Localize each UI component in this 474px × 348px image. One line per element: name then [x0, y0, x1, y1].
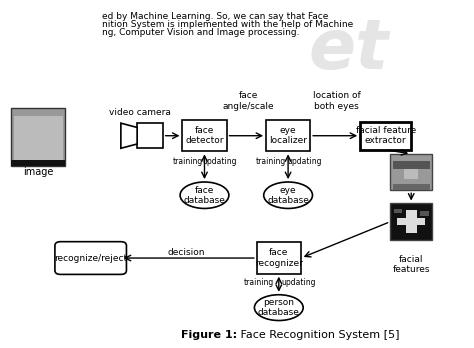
Text: image: image [23, 167, 54, 177]
FancyBboxPatch shape [419, 211, 429, 216]
Text: face
angle/scale: face angle/scale [223, 91, 274, 111]
FancyBboxPatch shape [360, 122, 411, 150]
Text: facial feature
extractor: facial feature extractor [356, 126, 416, 145]
Text: decision: decision [167, 247, 205, 256]
FancyBboxPatch shape [392, 160, 430, 169]
FancyBboxPatch shape [11, 109, 65, 166]
FancyBboxPatch shape [182, 120, 227, 151]
Text: recognize/reject: recognize/reject [54, 254, 127, 262]
Text: updating: updating [202, 157, 237, 166]
FancyBboxPatch shape [55, 242, 127, 275]
Text: nition System is implemented with the help of Machine: nition System is implemented with the he… [102, 20, 354, 29]
Text: et: et [308, 16, 389, 83]
Text: Face Recognition System [5]: Face Recognition System [5] [237, 330, 400, 340]
FancyBboxPatch shape [393, 209, 402, 213]
Text: eye
database: eye database [267, 185, 309, 205]
Text: updating: updating [287, 157, 321, 166]
FancyBboxPatch shape [390, 154, 432, 190]
Ellipse shape [255, 295, 303, 321]
Text: face
recognizer: face recognizer [255, 248, 303, 268]
Ellipse shape [264, 182, 312, 208]
Ellipse shape [180, 182, 229, 208]
FancyBboxPatch shape [257, 242, 301, 274]
FancyBboxPatch shape [404, 169, 418, 179]
Text: Figure 1:: Figure 1: [181, 330, 237, 340]
Text: person
database: person database [258, 298, 300, 317]
FancyBboxPatch shape [406, 210, 417, 233]
Polygon shape [121, 123, 137, 148]
FancyBboxPatch shape [266, 120, 310, 151]
FancyBboxPatch shape [390, 204, 432, 240]
Text: ng, Computer Vision and Image processing.: ng, Computer Vision and Image processing… [102, 28, 300, 37]
Text: face
detector: face detector [185, 126, 224, 145]
Text: updating: updating [281, 278, 316, 287]
FancyBboxPatch shape [14, 116, 63, 160]
Text: training: training [256, 157, 286, 166]
FancyBboxPatch shape [392, 184, 430, 190]
Text: ed by Machine Learning. So, we can say that Face: ed by Machine Learning. So, we can say t… [102, 12, 328, 21]
FancyBboxPatch shape [11, 160, 65, 166]
Text: eye
localizer: eye localizer [269, 126, 307, 145]
FancyBboxPatch shape [137, 123, 163, 148]
Text: facial
features: facial features [392, 255, 430, 274]
Text: training: training [173, 157, 203, 166]
Text: face
database: face database [183, 185, 226, 205]
FancyBboxPatch shape [397, 218, 425, 225]
Text: training: training [244, 278, 274, 287]
Text: location of
both eyes: location of both eyes [313, 91, 361, 111]
Text: video camera: video camera [109, 108, 170, 117]
